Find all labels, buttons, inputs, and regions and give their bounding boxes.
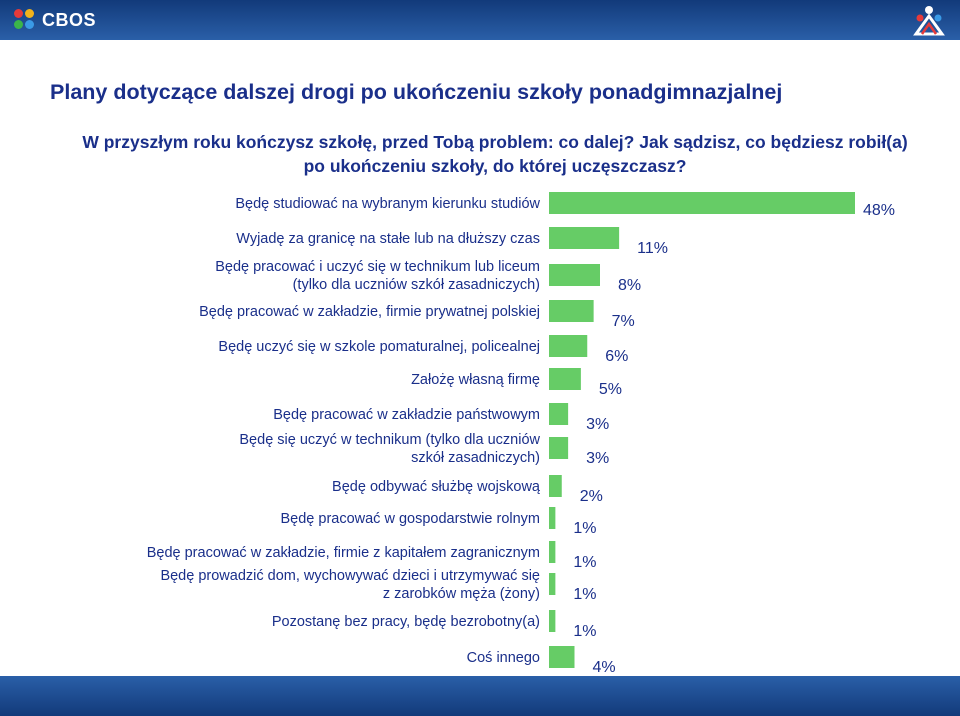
category-label-9: Będę pracować w gospodarstwie rolnym [280, 511, 540, 527]
bar-7 [549, 437, 569, 459]
value-label-0: 48% [863, 202, 895, 219]
category-label-line: Będę prowadzić dom, wychowywać dzieci i … [160, 568, 540, 584]
category-label-11: Będę prowadzić dom, wychowywać dzieci i … [160, 568, 540, 602]
bar-9 [549, 507, 556, 529]
value-label-1: 11% [637, 240, 668, 257]
header-bar: CBOS [0, 0, 960, 40]
value-label-9: 1% [573, 520, 596, 537]
category-label-line: Coś innego [467, 650, 540, 666]
category-label-line: Wyjadę za granicę na stałe lub na dłuższ… [236, 231, 540, 247]
bar-11 [549, 573, 556, 595]
category-label-line: Pozostanę bez pracy, będę bezrobotny(a) [272, 614, 540, 630]
bar-1 [549, 227, 620, 249]
value-label-10: 1% [573, 554, 596, 571]
footer-bar [0, 676, 960, 716]
question-text: W przyszłym roku kończysz szkołę, przed … [82, 132, 908, 176]
value-label-11: 1% [573, 586, 596, 603]
value-label-7: 3% [586, 450, 609, 467]
cbos-logo: CBOS [14, 6, 96, 34]
people-group-icon [913, 6, 945, 36]
value-label-6: 3% [586, 416, 609, 433]
value-label-12: 1% [573, 623, 596, 640]
category-label-6: Będę pracować w zakładzie państwowym [273, 407, 540, 423]
category-label-line: Będę pracować w zakładzie państwowym [273, 407, 540, 423]
bar-6 [549, 403, 569, 425]
category-label-line: Będę pracować w zakładzie, firmie prywat… [199, 304, 540, 320]
value-label-5: 5% [599, 381, 622, 398]
bar-10 [549, 541, 556, 563]
bar-2 [549, 264, 600, 286]
logo-mark-icon [14, 9, 36, 31]
category-label-10: Będę pracować w zakładzie, firmie z kapi… [147, 545, 540, 561]
bar-0 [549, 192, 855, 214]
bar-3 [549, 300, 594, 322]
bar-5 [549, 368, 581, 390]
category-label-2: Będę pracować i uczyć się w technikum lu… [215, 259, 540, 293]
category-label-line: Założę własną firmę [411, 372, 540, 388]
category-label-7: Będę się uczyć w technikum (tylko dla uc… [239, 432, 540, 466]
category-label-8: Będę odbywać służbę wojskową [332, 479, 541, 495]
category-label-line: szkół zasadniczych) [411, 450, 540, 466]
value-label-4: 6% [605, 348, 628, 365]
value-label-2: 8% [618, 277, 641, 294]
category-label-line: z zarobków męża (żony) [383, 586, 540, 602]
category-label-12: Pozostanę bez pracy, będę bezrobotny(a) [272, 614, 540, 630]
category-label-1: Wyjadę za granicę na stałe lub na dłuższ… [236, 231, 540, 247]
category-label-line: Będę pracować w zakładzie, firmie z kapi… [147, 545, 540, 561]
category-label-13: Coś innego [467, 650, 540, 666]
bar-8 [549, 475, 562, 497]
bar-4 [549, 335, 588, 357]
category-label-line: (tylko dla uczniów szkół zasadniczych) [293, 277, 540, 293]
page-title: Plany dotyczące dalszej drogi po ukończe… [50, 80, 783, 104]
category-label-line: Będę odbywać służbę wojskową [332, 479, 541, 495]
category-label-3: Będę pracować w zakładzie, firmie prywat… [199, 304, 540, 320]
category-label-line: Będę się uczyć w technikum (tylko dla uc… [239, 432, 540, 448]
value-label-3: 7% [612, 313, 635, 330]
category-label-line: Będę pracować w gospodarstwie rolnym [280, 511, 540, 527]
logo-text: CBOS [42, 9, 97, 30]
bar-12 [549, 610, 556, 632]
value-label-8: 2% [580, 488, 603, 505]
category-label-line: Będę pracować i uczyć się w technikum lu… [215, 259, 540, 275]
category-label-4: Będę uczyć się w szkole pomaturalnej, po… [218, 339, 540, 355]
value-label-13: 4% [593, 659, 616, 676]
category-label-5: Założę własną firmę [411, 372, 540, 388]
category-label-line: Będę studiować na wybranym kierunku stud… [235, 196, 540, 212]
category-label-line: Będę uczyć się w szkole pomaturalnej, po… [218, 339, 540, 355]
category-label-0: Będę studiować na wybranym kierunku stud… [235, 196, 540, 212]
bar-13 [549, 646, 575, 668]
